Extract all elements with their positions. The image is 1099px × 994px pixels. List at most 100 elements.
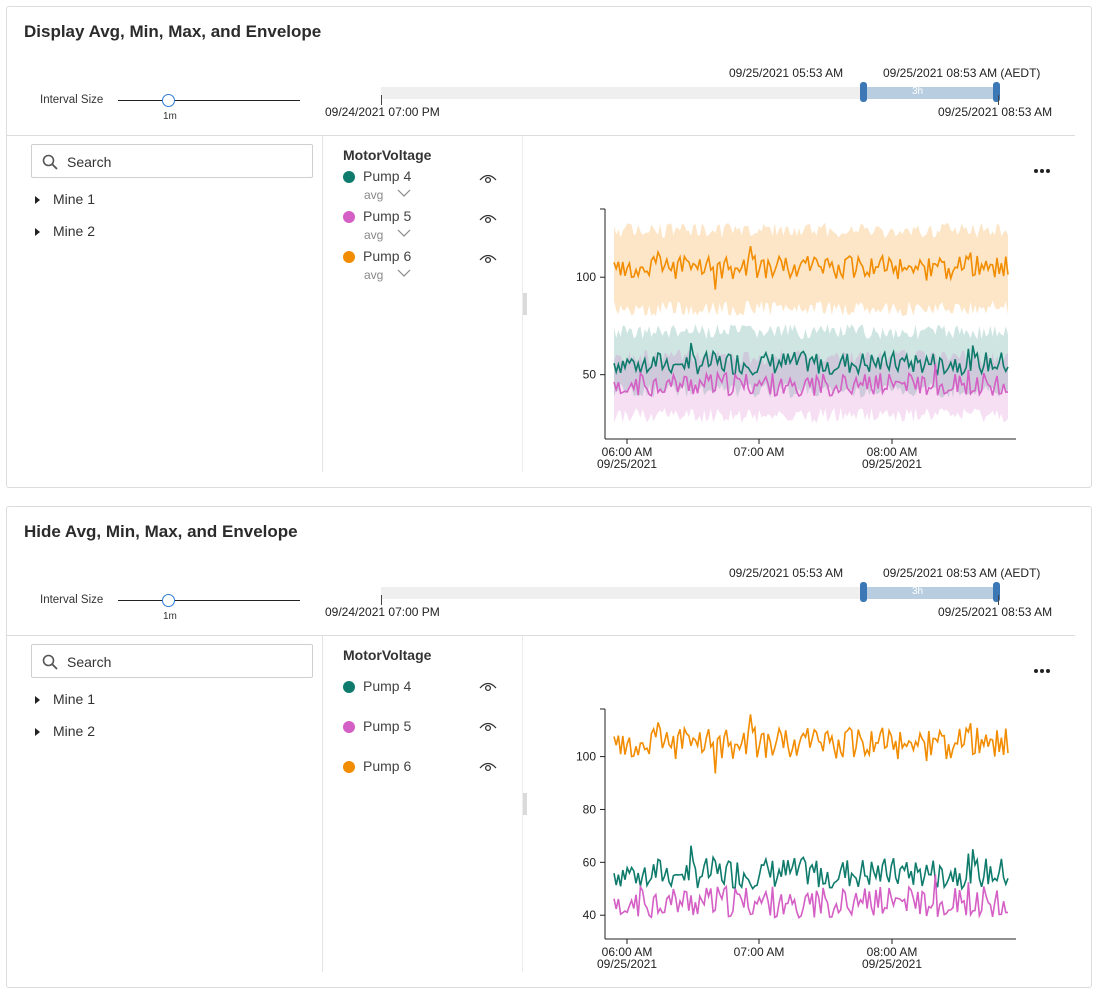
- aggregate-select[interactable]: avg: [364, 188, 384, 202]
- interval-size-label: Interval Size: [40, 594, 104, 606]
- tree-item-label: Mine 1: [53, 191, 96, 207]
- search-icon: [42, 154, 58, 170]
- series-line-pump-5: [613, 874, 1009, 920]
- panel-title: Display Avg, Min, Max, and Envelope: [24, 22, 322, 41]
- series-color-dot: [343, 681, 355, 693]
- y-tick-label: 50: [583, 368, 597, 382]
- interval-slider-track[interactable]: [118, 600, 300, 601]
- interval-slider-value: 1m: [163, 611, 177, 622]
- envelope-pump-4: [614, 324, 1008, 398]
- x-tick-label: 08:00 AM: [867, 945, 918, 959]
- eye-icon[interactable]: [479, 253, 497, 265]
- brush-right-handle[interactable]: [993, 582, 1000, 602]
- tree-item-mine-2[interactable]: Mine 2: [35, 223, 95, 239]
- timeline-start-tick: [381, 95, 382, 105]
- y-tick-label: 60: [583, 855, 597, 869]
- timeline-end-label: 09/25/2021 08:53 AM: [938, 105, 1053, 119]
- series-color-dot: [343, 251, 355, 263]
- interval-slider-handle[interactable]: [162, 594, 175, 607]
- y-tick-label: 80: [583, 802, 597, 816]
- x-tick-date-label: 09/25/2021: [862, 957, 922, 971]
- tree-item-label: Mine 1: [53, 691, 96, 707]
- series-color-dot: [343, 171, 355, 183]
- tree-divider: [322, 136, 323, 472]
- interval-slider-handle[interactable]: [162, 94, 175, 107]
- search-box[interactable]: Search: [31, 144, 313, 178]
- interval-slider-value: 1m: [163, 111, 177, 122]
- envelope-pump-5: [614, 349, 1008, 424]
- legend-collapse-grip[interactable]: [523, 293, 527, 315]
- series-color-dot: [343, 211, 355, 223]
- header-divider: [7, 135, 1075, 136]
- chevron-down-icon[interactable]: [397, 228, 411, 238]
- panel-title: Hide Avg, Min, Max, and Envelope: [24, 522, 298, 541]
- y-tick-label: 100: [576, 270, 596, 284]
- tree-item-mine-2[interactable]: Mine 2: [35, 723, 95, 739]
- x-tick-label: 06:00 AM: [602, 445, 653, 459]
- range-end-label: 09/25/2021 08:53 AM (AEDT): [883, 566, 1041, 580]
- chevron-down-icon[interactable]: [397, 268, 411, 278]
- search-box[interactable]: Search: [31, 644, 313, 678]
- panel-hide-envelope: Hide Avg, Min, Max, and Envelope Interva…: [6, 506, 1092, 988]
- timeline-start-tick: [381, 595, 382, 605]
- x-tick-label: 07:00 AM: [734, 945, 785, 959]
- series-color-dot: [343, 721, 355, 733]
- header-divider: [7, 635, 1075, 636]
- caret-right-icon: [35, 196, 40, 204]
- x-tick-label: 06:00 AM: [602, 945, 653, 959]
- x-tick-label: 08:00 AM: [867, 445, 918, 459]
- timeline-brush-selection[interactable]: [864, 587, 996, 599]
- brush-left-handle[interactable]: [860, 582, 867, 602]
- brush-right-handle[interactable]: [993, 82, 1000, 102]
- more-options-button[interactable]: [1034, 160, 1056, 173]
- timeline-end-label: 09/25/2021 08:53 AM: [938, 605, 1053, 619]
- eye-icon[interactable]: [479, 761, 497, 773]
- tree-item-mine-1[interactable]: Mine 1: [35, 691, 95, 707]
- series-line-pump-4: [613, 845, 1009, 891]
- search-input[interactable]: Search: [67, 654, 112, 670]
- x-tick-date-label: 09/25/2021: [862, 457, 922, 471]
- legend-series-name: Pump 4: [363, 168, 412, 184]
- aggregate-select[interactable]: avg: [364, 228, 384, 242]
- legend-divider: [522, 136, 523, 472]
- interval-size-label: Interval Size: [40, 94, 104, 106]
- search-input[interactable]: Search: [67, 154, 112, 170]
- x-tick-label: 07:00 AM: [734, 445, 785, 459]
- eye-icon[interactable]: [479, 173, 497, 185]
- y-tick-label: 40: [583, 908, 597, 922]
- legend-divider: [522, 636, 523, 972]
- timeline-start-label: 09/24/2021 07:00 PM: [325, 105, 440, 119]
- eye-icon[interactable]: [479, 681, 497, 693]
- series-line-pump-4: [613, 342, 1009, 377]
- legend-collapse-grip[interactable]: [523, 793, 527, 815]
- timeline-brush-track[interactable]: [381, 87, 862, 99]
- range-start-label: 09/25/2021 05:53 AM: [729, 566, 844, 580]
- timeline-brush-selection[interactable]: [864, 87, 996, 99]
- legend-title: MotorVoltage: [343, 147, 432, 163]
- eye-icon[interactable]: [479, 213, 497, 225]
- series-line-pump-6: [613, 714, 1009, 774]
- brush-left-handle[interactable]: [860, 82, 867, 102]
- tree-item-label: Mine 2: [53, 723, 96, 739]
- caret-right-icon: [35, 228, 40, 236]
- timeline-end-tick: [998, 595, 999, 605]
- x-tick-date-label: 09/25/2021: [597, 457, 657, 471]
- y-tick-label: 100: [576, 750, 596, 764]
- legend-series-name: Pump 6: [363, 758, 412, 774]
- legend-series-name: Pump 5: [363, 208, 412, 224]
- panel-display-envelope: Display Avg, Min, Max, and Envelope Inte…: [6, 6, 1092, 488]
- aggregate-select[interactable]: avg: [364, 268, 384, 282]
- interval-slider-track[interactable]: [118, 100, 300, 101]
- more-options-button[interactable]: [1034, 660, 1056, 673]
- legend-series-name: Pump 5: [363, 718, 412, 734]
- timeline-brush-track[interactable]: [381, 587, 862, 599]
- legend-series-name: Pump 6: [363, 248, 412, 264]
- x-tick-date-label: 09/25/2021: [597, 957, 657, 971]
- eye-icon[interactable]: [479, 721, 497, 733]
- timeline-start-label: 09/24/2021 07:00 PM: [325, 605, 440, 619]
- series-line-pump-5: [613, 364, 1008, 398]
- chevron-down-icon[interactable]: [397, 188, 411, 198]
- tree-item-mine-1[interactable]: Mine 1: [35, 191, 95, 207]
